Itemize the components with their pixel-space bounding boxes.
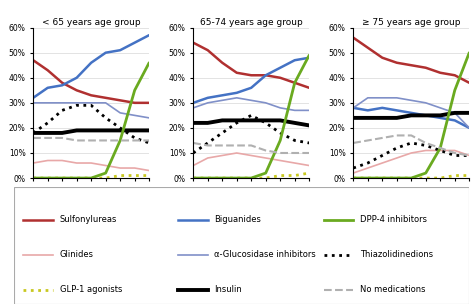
X-axis label: year: year	[402, 202, 421, 211]
Text: Insulin: Insulin	[214, 286, 242, 294]
Text: No medications: No medications	[360, 286, 426, 294]
Title: ≥ 75 years age group: ≥ 75 years age group	[362, 18, 461, 27]
X-axis label: year: year	[82, 202, 100, 211]
Text: Glinides: Glinides	[60, 251, 94, 259]
Text: DPP-4 inhibitors: DPP-4 inhibitors	[360, 216, 427, 224]
Text: Biguanides: Biguanides	[214, 216, 261, 224]
Text: α-Glucosidase inhibitors: α-Glucosidase inhibitors	[214, 251, 316, 259]
Text: GLP-1 agonists: GLP-1 agonists	[60, 286, 122, 294]
Title: 65-74 years age group: 65-74 years age group	[200, 18, 302, 27]
Text: Thiazolidinedions: Thiazolidinedions	[360, 251, 433, 259]
X-axis label: year: year	[242, 202, 261, 211]
Text: Sulfonylureas: Sulfonylureas	[60, 216, 117, 224]
Title: < 65 years age group: < 65 years age group	[42, 18, 140, 27]
FancyBboxPatch shape	[14, 187, 469, 304]
